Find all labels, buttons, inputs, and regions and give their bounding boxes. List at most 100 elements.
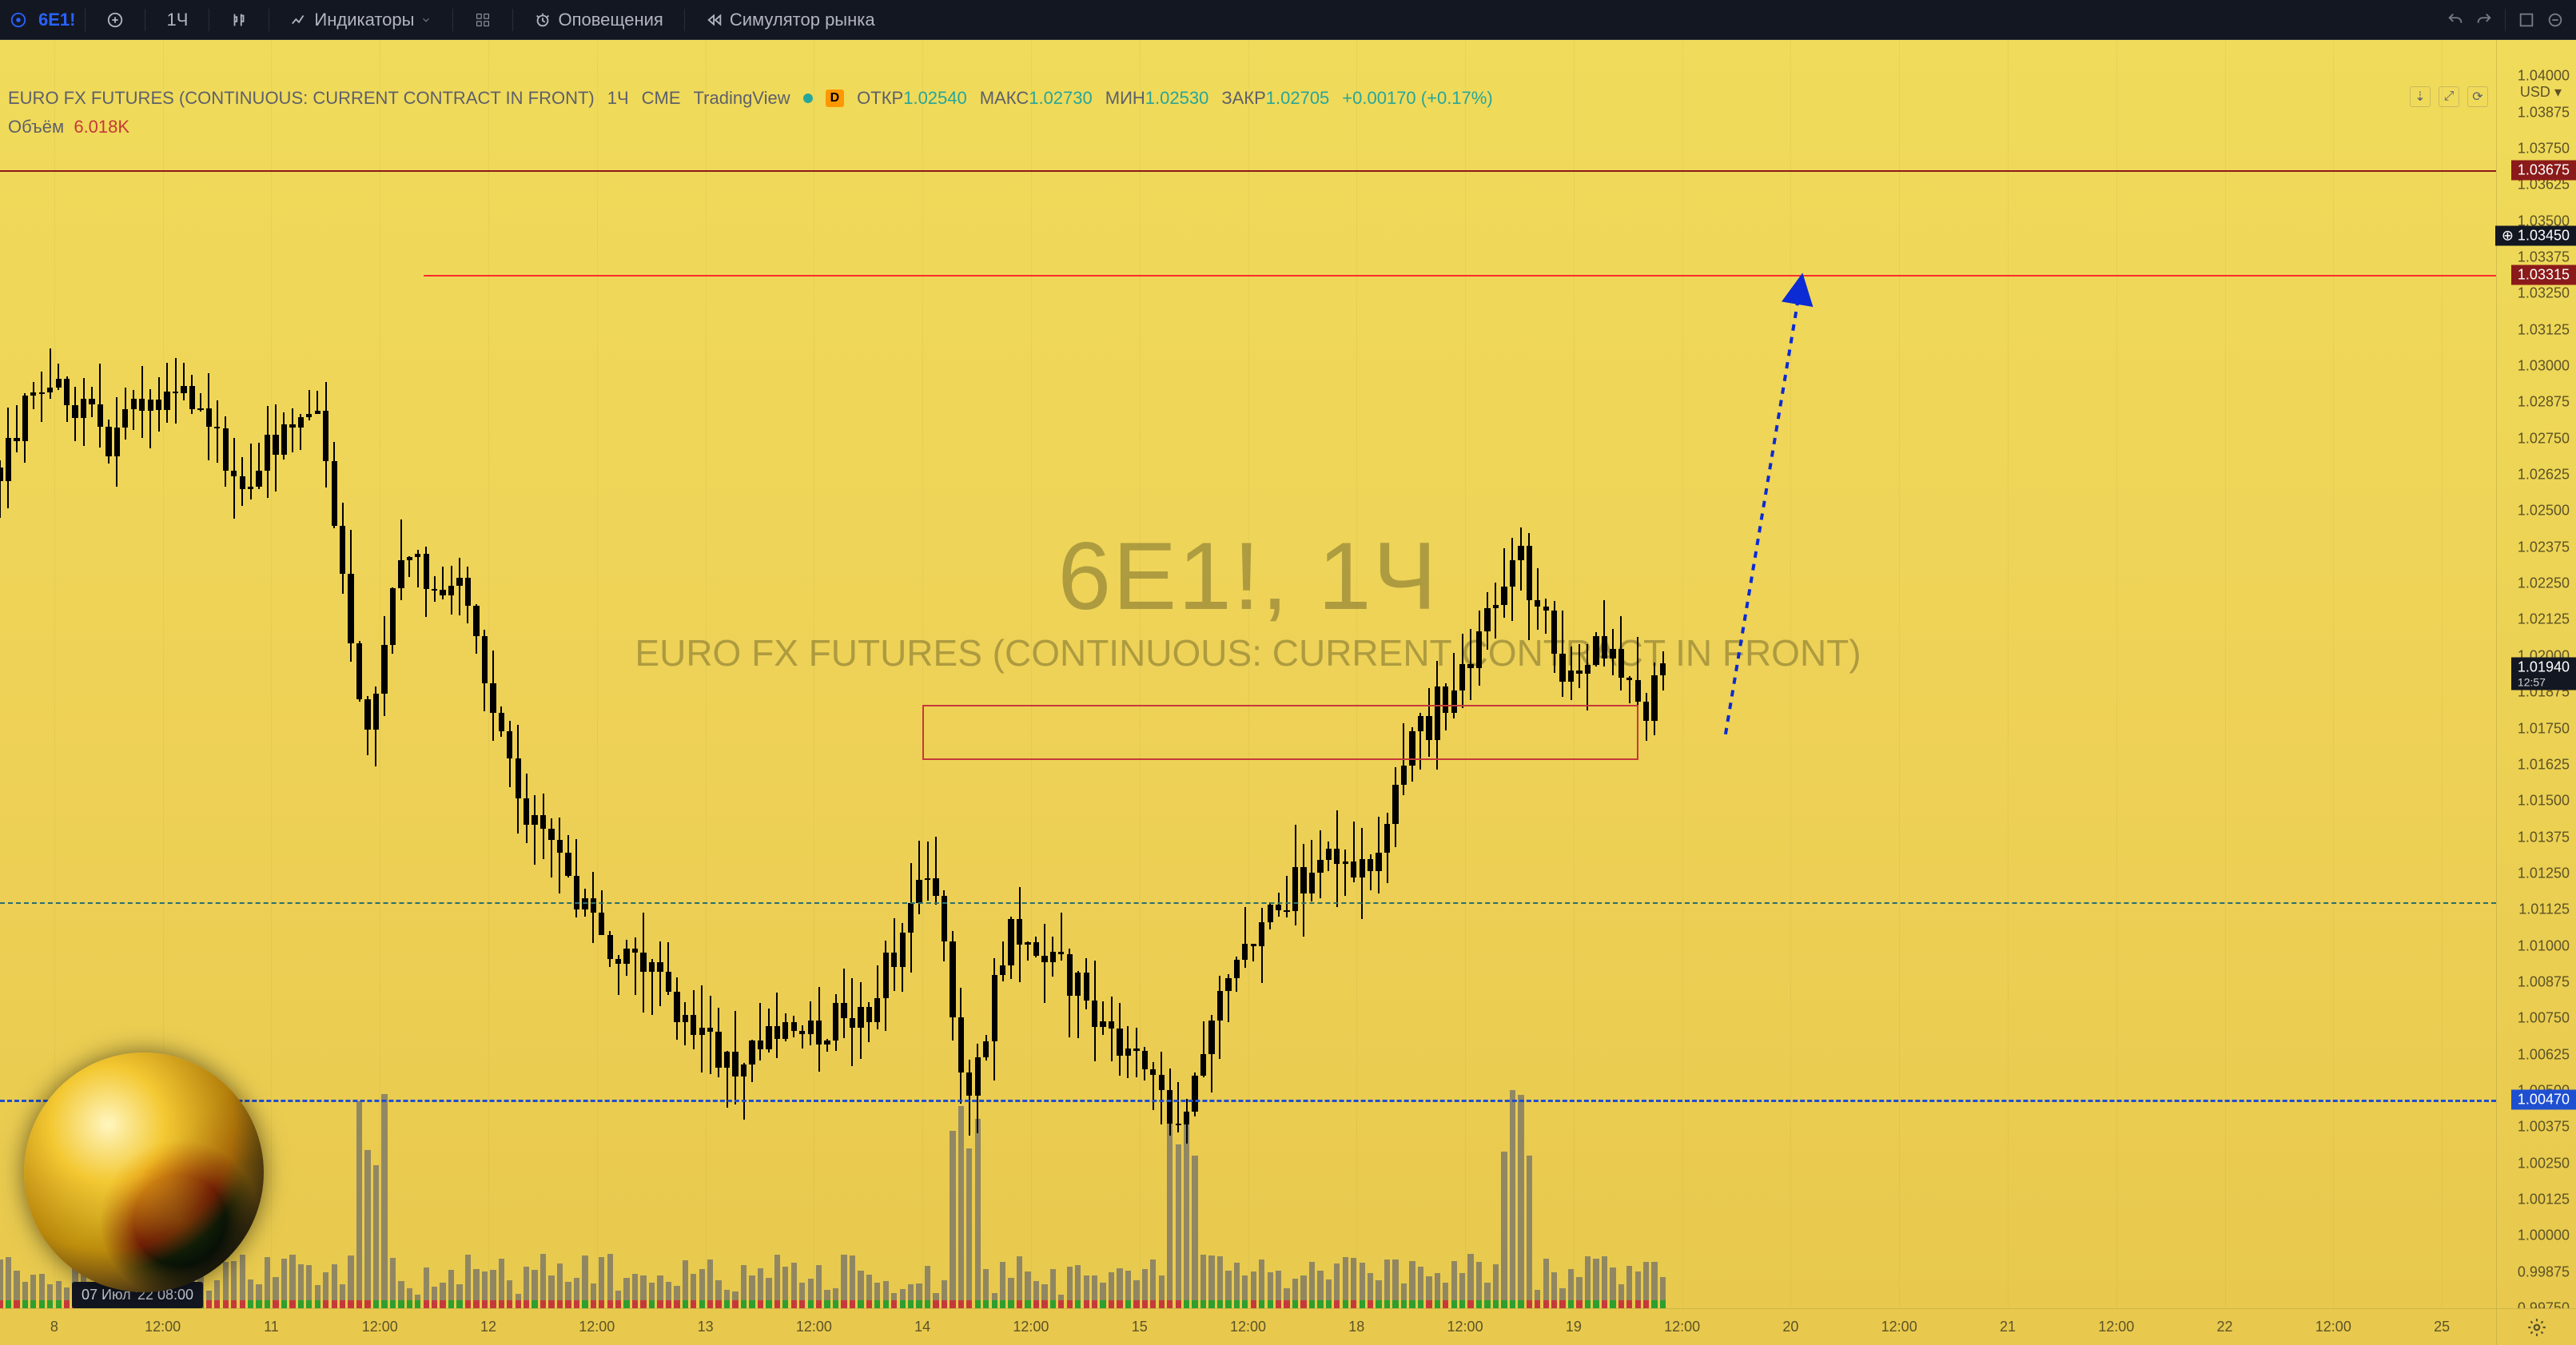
volume-tick: [1401, 1300, 1407, 1308]
add-button[interactable]: [95, 6, 135, 34]
volume-tick: [824, 1300, 830, 1308]
volume-tick: [364, 1300, 370, 1308]
volume-tick: [1602, 1300, 1607, 1308]
volume-tick: [925, 1300, 930, 1308]
volume-tick: [1635, 1300, 1641, 1308]
interval-selector[interactable]: 1Ч: [155, 5, 199, 35]
ohlc-open: ОТКР1.02540: [857, 88, 967, 109]
chart-fullscreen-icon[interactable]: ⟳: [2467, 86, 2488, 107]
redo-button[interactable]: [2473, 9, 2495, 31]
volume-tick: [992, 1300, 997, 1308]
price-tick: 1.02250: [2518, 575, 2570, 592]
volume-bar: [1518, 1095, 1523, 1308]
app-root: 6E1! 1Ч Индикаторы Оповещения Симулятор: [0, 0, 2576, 1345]
volume-tick: [1058, 1300, 1064, 1308]
price-label: 1.03315: [2511, 265, 2576, 285]
volume-bar: [950, 1131, 955, 1308]
volume-tick: [516, 1300, 521, 1308]
chart-settings-icon[interactable]: ⇣: [2410, 86, 2431, 107]
volume-tick: [306, 1300, 312, 1308]
volume-tick: [1208, 1300, 1214, 1308]
dashed-line[interactable]: [0, 902, 2496, 904]
price-tick: 1.02500: [2518, 503, 2570, 519]
market-status-icon: [803, 94, 813, 103]
volume-tick: [1251, 1300, 1256, 1308]
volume-tick: [1142, 1300, 1148, 1308]
volume-tick: [1576, 1300, 1582, 1308]
indicators-button[interactable]: Индикаторы: [279, 5, 443, 35]
volume-tick: [1418, 1300, 1423, 1308]
volume-tick: [390, 1300, 396, 1308]
volume-tick: [1435, 1300, 1440, 1308]
alerts-button[interactable]: Оповещения: [523, 5, 674, 35]
time-tick: 12: [480, 1319, 496, 1335]
volume-tick: [782, 1300, 788, 1308]
horizontal-ray[interactable]: [424, 275, 2496, 277]
volume-tick: [866, 1300, 872, 1308]
volume-tick: [758, 1300, 763, 1308]
volume-tick: [1300, 1300, 1306, 1308]
volume-tick: [1292, 1300, 1298, 1308]
horizontal-line[interactable]: [0, 170, 2496, 172]
volume-tick: [1643, 1300, 1649, 1308]
time-tick: 18: [1348, 1319, 1364, 1335]
time-tick: 11: [264, 1319, 279, 1335]
replay-label: Симулятор рынка: [730, 10, 875, 30]
time-tick: 12:00: [1881, 1319, 1917, 1335]
dashed-line[interactable]: [0, 1100, 2496, 1102]
time-axis[interactable]: 812:001112:001212:001312:001412:001512:0…: [0, 1308, 2496, 1345]
settings-icon[interactable]: [2544, 9, 2566, 31]
price-tick: 1.01375: [2518, 829, 2570, 846]
price-tick: 1.01750: [2518, 720, 2570, 737]
author-avatar[interactable]: [24, 1053, 264, 1292]
volume-bar: [373, 1165, 379, 1308]
separator: [85, 9, 86, 31]
volume-tick: [850, 1300, 855, 1308]
volume-tick: [524, 1300, 529, 1308]
volume-tick: [432, 1300, 437, 1308]
volume-tick: [424, 1300, 429, 1308]
symbol-name[interactable]: 6E1!: [38, 10, 75, 30]
currency-dropdown[interactable]: USD ▾: [2520, 84, 2562, 101]
volume-tick: [490, 1300, 496, 1308]
replay-button[interactable]: Симулятор рынка: [695, 5, 886, 35]
volume-tick: [1125, 1300, 1131, 1308]
volume-tick: [465, 1300, 471, 1308]
volume-tick: [883, 1300, 889, 1308]
price-chart[interactable]: 6E1!, 1Ч EURO FX FUTURES (CONTINUOUS: CU…: [0, 40, 2496, 1308]
volume-tick: [1467, 1300, 1473, 1308]
rectangle-zone[interactable]: [922, 705, 1638, 760]
price-tick: 1.02375: [2518, 539, 2570, 555]
volume-tick: [1033, 1300, 1039, 1308]
volume-tick: [39, 1300, 45, 1308]
time-tick: 12:00: [145, 1319, 181, 1335]
volume-tick: [240, 1300, 245, 1308]
symbol-title[interactable]: EURO FX FUTURES (CONTINUOUS: CURRENT CON…: [8, 88, 595, 109]
volume-tick: [565, 1300, 571, 1308]
time-tick: 12:00: [1664, 1319, 1700, 1335]
layout-grid-button[interactable]: [2515, 9, 2538, 31]
volume-tick: [1326, 1300, 1332, 1308]
price-tick: 1.00375: [2518, 1119, 2570, 1136]
volume-tick: [1585, 1300, 1591, 1308]
volume-tick: [1501, 1300, 1507, 1308]
volume-tick: [1109, 1300, 1114, 1308]
axis-settings-button[interactable]: [2496, 1308, 2576, 1345]
volume-tick: [473, 1300, 479, 1308]
volume-tick: [1351, 1300, 1356, 1308]
price-tick: 1.02125: [2518, 611, 2570, 628]
volume-tick: [231, 1300, 237, 1308]
logo-icon[interactable]: [10, 11, 27, 29]
volume-bar: [1184, 1122, 1189, 1308]
volume-tick: [950, 1300, 955, 1308]
volume-tick: [1459, 1300, 1465, 1308]
volume-tick: [30, 1300, 36, 1308]
volume-tick: [1651, 1300, 1657, 1308]
volume-tick: [908, 1300, 914, 1308]
chart-style-button[interactable]: [219, 6, 259, 34]
layouts-button[interactable]: [463, 6, 503, 34]
volume-tick: [1660, 1300, 1666, 1308]
undo-button[interactable]: [2444, 9, 2467, 31]
price-axis[interactable]: 1.040001.038751.037501.036251.035001.033…: [2496, 40, 2576, 1308]
chart-snapshot-icon[interactable]: ⤢: [2439, 86, 2459, 107]
